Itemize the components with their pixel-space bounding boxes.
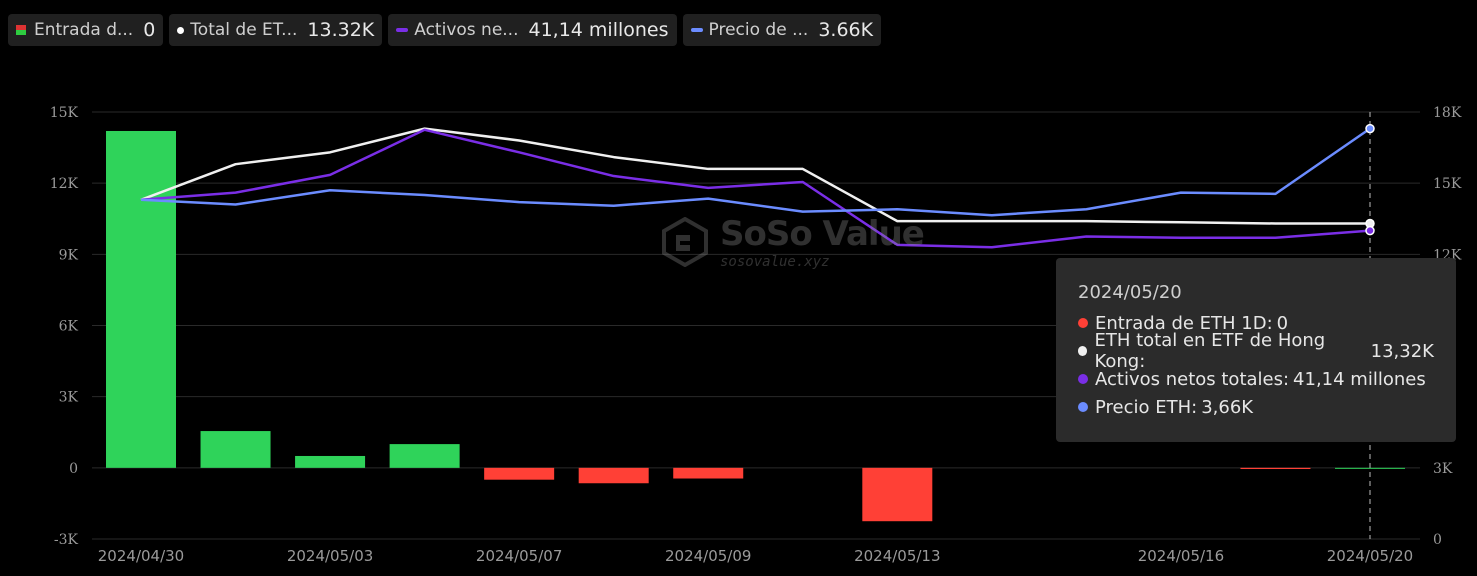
left-tick-label: -3K bbox=[54, 532, 79, 548]
legend-item-eth-price[interactable]: Precio de ... 3.66K bbox=[682, 14, 882, 46]
tooltip-label: Precio ETH: bbox=[1095, 396, 1198, 418]
right-tick-label: 3K bbox=[1433, 461, 1453, 477]
right-tick-label: 0 bbox=[1433, 532, 1442, 548]
left-tick-label: 6K bbox=[59, 319, 79, 335]
tooltip-label: ETH total en ETF de Hong Kong: bbox=[1094, 330, 1326, 372]
right-tick-label: 18K bbox=[1433, 105, 1462, 121]
x-tick-label: 2024/05/09 bbox=[665, 547, 751, 565]
legend-label: Entrada d... bbox=[34, 20, 134, 40]
tooltip: 2024/05/20 Entrada de ETH 1D: 0 ETH tota… bbox=[1056, 258, 1456, 442]
inflow-bar bbox=[673, 467, 744, 479]
tooltip-date: 2024/05/20 bbox=[1078, 282, 1182, 303]
inflow-bar bbox=[389, 444, 460, 468]
x-tick-label: 2024/05/07 bbox=[476, 547, 562, 565]
tooltip-value: 0 bbox=[1276, 312, 1289, 334]
left-tick-label: 9K bbox=[59, 247, 79, 263]
left-tick-label: 3K bbox=[59, 390, 79, 406]
legend-label: Precio de ... bbox=[708, 20, 809, 40]
series-line bbox=[140, 128, 1371, 249]
x-tick-label: 2024/05/16 bbox=[1138, 547, 1224, 565]
watermark-url: sosovalue.xyz bbox=[720, 254, 830, 270]
series-line bbox=[140, 127, 1370, 225]
line-swatch-icon bbox=[396, 28, 409, 32]
inflow-bar bbox=[1335, 467, 1405, 469]
legend-value: 3.66K bbox=[818, 19, 874, 41]
tooltip-label: Entrada de ETH 1D: bbox=[1095, 312, 1273, 334]
inflow-bar bbox=[484, 467, 555, 480]
tooltip-label: Activos netos totales: bbox=[1095, 368, 1290, 390]
tooltip-value: 41,14 millones bbox=[1293, 368, 1426, 390]
tooltip-row-price: Precio ETH: 3,66K bbox=[1078, 393, 1434, 421]
tooltip-row-total: ETH total en ETF de Hong Kong: 13,32K bbox=[1078, 330, 1434, 372]
legend: Entrada d... 0 Total de ET... 13.32K Act… bbox=[8, 14, 882, 46]
series-end-point bbox=[1365, 123, 1375, 134]
series-end-point bbox=[1365, 225, 1375, 236]
legend-label: Activos ne... bbox=[414, 20, 519, 40]
dot-icon bbox=[1078, 374, 1088, 384]
dot-icon bbox=[1078, 402, 1088, 412]
inflow-bar bbox=[295, 455, 366, 468]
inflow-swatch-icon bbox=[16, 25, 26, 35]
sosovalue-logo-icon bbox=[662, 217, 708, 267]
legend-item-net-assets[interactable]: Activos ne... 41,14 millones bbox=[388, 14, 677, 46]
legend-item-inflow[interactable]: Entrada d... 0 bbox=[8, 14, 164, 46]
line-swatch-icon bbox=[690, 28, 703, 32]
tooltip-row-inflow: Entrada de ETH 1D: 0 bbox=[1078, 309, 1434, 337]
line-series bbox=[140, 123, 1375, 249]
left-tick-label: 0 bbox=[69, 461, 78, 477]
dot-icon bbox=[1078, 346, 1088, 356]
right-tick-label: 15K bbox=[1433, 176, 1462, 192]
inflow-bar bbox=[1240, 467, 1311, 470]
left-tick-label: 12K bbox=[50, 176, 79, 192]
legend-label: Total de ET... bbox=[190, 20, 298, 40]
tooltip-value: 13,32K bbox=[1370, 340, 1434, 362]
inflow-bar bbox=[106, 130, 176, 468]
series-line bbox=[140, 127, 1371, 217]
watermark-brand: SoSo Value bbox=[720, 214, 925, 254]
legend-value: 13.32K bbox=[307, 19, 375, 41]
x-tick-label: 2024/05/13 bbox=[854, 547, 940, 565]
legend-item-total-etf[interactable]: Total de ET... 13.32K bbox=[169, 14, 383, 46]
inflow-bar bbox=[578, 467, 649, 484]
legend-value: 0 bbox=[143, 19, 156, 41]
legend-value: 41,14 millones bbox=[528, 19, 669, 41]
watermark: SoSo Value sosovalue.xyz bbox=[660, 214, 925, 270]
dot-icon bbox=[1078, 318, 1088, 328]
tooltip-row-assets: Activos netos totales: 41,14 millones bbox=[1078, 365, 1434, 393]
x-tick-label: 2024/04/30 bbox=[98, 547, 184, 565]
dot-swatch-icon bbox=[177, 26, 185, 34]
tooltip-value: 3,66K bbox=[1201, 396, 1254, 418]
inflow-bar bbox=[200, 431, 271, 468]
x-tick-label: 2024/05/20 bbox=[1327, 547, 1413, 565]
left-tick-label: 15K bbox=[50, 105, 79, 121]
bar-series bbox=[106, 130, 1405, 522]
inflow-bar bbox=[862, 467, 933, 522]
x-tick-label: 2024/05/03 bbox=[287, 547, 373, 565]
